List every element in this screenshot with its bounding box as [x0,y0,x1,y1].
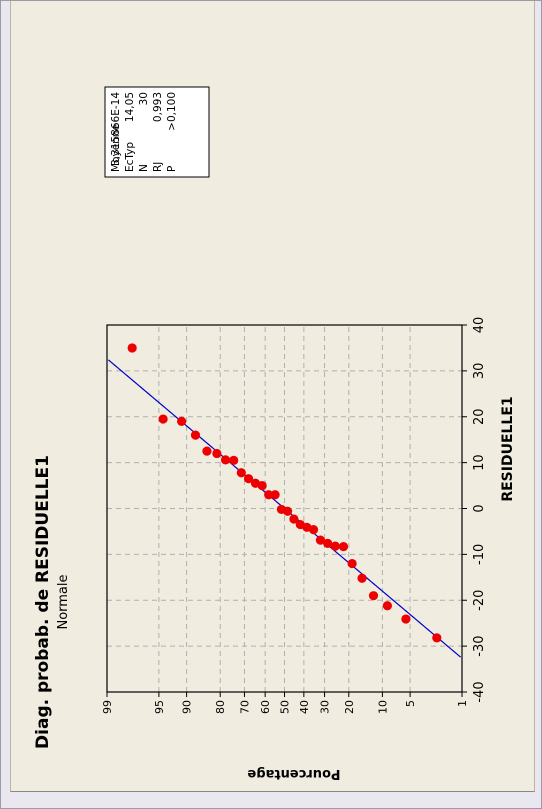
x-tick-label: -10 [472,544,487,565]
x-axis-label: RESIDUELLE1 [500,396,516,501]
data-point [190,430,201,440]
y-tick-label: 95 [153,700,166,714]
chart-subtitle: Normale [56,574,71,629]
x-tick-label: -40 [472,681,487,702]
x-tick-label: -20 [472,590,487,611]
y-tick-label: 30 [319,700,332,714]
y-tick-label: 99 [101,700,114,714]
data-point [432,633,442,643]
data-point [347,558,357,569]
y-tick-label: 10 [376,700,389,714]
data-point [236,468,246,478]
x-tick-label: 20 [472,408,487,425]
stat-value: 30 [138,92,150,105]
stat-value: 0,993 [152,92,164,122]
data-point [276,504,287,515]
stat-label: EcTyp [124,142,136,172]
x-tick-label: 30 [472,363,487,380]
data-point [289,514,299,524]
data-point [220,455,231,465]
x-tick-label: 0 [472,504,487,512]
plot-frame [106,324,463,693]
data-point [270,490,280,500]
data-point [127,343,137,353]
y-axis-label: Pourcentage [247,766,340,781]
stat-label: N [138,164,150,172]
stat-label: P [166,166,178,172]
axes: -40 -30 -20 -10 0 10 20 30 40 1 5 10 20 30 40 50 60 70 80 9… [101,317,487,714]
data-point [229,455,239,465]
data-point [212,448,222,459]
x-tick-label: 40 [472,317,487,334]
data-points [127,343,442,643]
y-tick-label: 80 [214,700,227,714]
stat-label: RJ [152,162,164,172]
stat-value: >0,100 [166,92,178,131]
y-tick-label: 1 [456,700,469,707]
data-point [158,414,168,424]
y-tick-label: 60 [259,700,272,714]
chart-title: Diag. probab. de RESIDUELLE1 [33,455,53,749]
y-tick-label: 90 [181,700,194,714]
data-point [368,591,379,601]
stat-value: 14,05 [124,92,136,122]
x-tick-label: -30 [472,636,487,657]
y-tick-label: 5 [404,700,417,707]
data-point [323,538,333,548]
data-point [177,416,187,426]
rotated-chart-area: Diag. probab. de RESIDUELLE1 Normale RES… [11,1,536,792]
data-point [382,601,392,611]
y-tick-label: 40 [298,700,311,714]
data-point [264,490,274,500]
y-tick-label: 50 [279,700,292,714]
data-point [330,541,340,551]
data-point [338,541,349,552]
data-point [202,446,212,456]
data-point [295,519,305,530]
data-point [357,573,367,583]
y-tick-label: 20 [343,700,356,714]
data-point [243,474,254,484]
chart-panel: Diag. probab. de RESIDUELLE1 Normale RES… [10,1,535,792]
x-tick-label: 10 [472,454,487,471]
data-point [315,535,326,545]
stat-label: Moyenne [110,124,122,172]
probability-plot: Diag. probab. de RESIDUELLE1 Normale RES… [33,86,516,781]
data-point [401,614,411,624]
stat-value: 3,315866E-14 [110,92,122,166]
data-point [250,478,261,488]
y-tick-label: 70 [238,700,251,714]
